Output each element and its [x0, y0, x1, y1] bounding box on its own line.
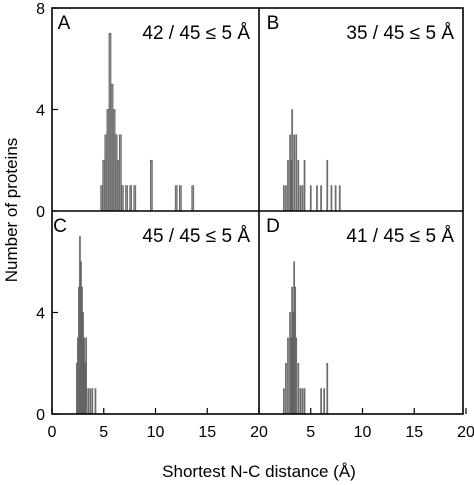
- histogram-bar: [174, 185, 178, 212]
- histogram-bar: [110, 83, 114, 212]
- x-tick-label: 15: [198, 424, 216, 441]
- panel-letter: B: [267, 13, 280, 34]
- histogram-bar: [121, 185, 124, 212]
- panel-annotation: 41 / 45 ≤ 5 Å: [346, 226, 454, 247]
- histogram-bar: [287, 337, 289, 415]
- figure-frame: [51, 7, 464, 415]
- histogram-bar: [283, 185, 285, 212]
- panel-letter: C: [53, 216, 67, 237]
- panel-c: C 45 / 45 ≤ 5 Å 0 4 0 5 10 15 20: [36, 216, 268, 441]
- histogram-bar: [316, 185, 318, 212]
- x-tick-label: 20: [250, 424, 268, 441]
- y-tick-label: 8: [36, 1, 45, 18]
- y-tick-label: 4: [36, 306, 45, 323]
- histogram-bar: [299, 388, 302, 415]
- histogram-bar: [334, 185, 337, 212]
- histogram-bar: [297, 362, 300, 415]
- histogram-bar: [297, 159, 300, 212]
- histogram-bar: [299, 185, 302, 212]
- panel-letter: A: [58, 13, 71, 34]
- histogram-bar: [87, 388, 90, 415]
- y-tick-label: 0: [36, 204, 45, 221]
- histogram-bar: [191, 185, 195, 212]
- histogram-bar: [330, 185, 333, 212]
- histogram-bar: [309, 185, 312, 212]
- histogram-bar: [133, 185, 137, 212]
- histogram-bar: [283, 388, 285, 415]
- panel-letter: D: [266, 216, 280, 237]
- histogram-bar: [326, 159, 329, 212]
- x-tick-label: 10: [354, 424, 372, 441]
- histogram-bar: [320, 185, 322, 212]
- histogram-bar: [301, 185, 304, 212]
- histogram-bar: [301, 388, 304, 415]
- x-tick-label: 5: [306, 424, 315, 441]
- histogram-bar: [112, 109, 116, 212]
- histogram-bar: [303, 388, 306, 415]
- panel-d: D 41 / 45 ≤ 5 Å 5 10 15 20: [266, 216, 474, 441]
- panel-annotation: 42 / 45 ≤ 5 Å: [142, 23, 250, 44]
- histogram-bar: [287, 159, 289, 212]
- histogram-bar: [326, 362, 329, 415]
- histogram-bar: [106, 109, 110, 212]
- histogram-bar: [129, 185, 133, 212]
- histogram-bar: [320, 388, 322, 415]
- histogram-bar: [108, 33, 112, 212]
- x-tick-label: 20: [457, 424, 474, 441]
- histogram-bar: [179, 185, 182, 212]
- panel-annotation: 35 / 45 ≤ 5 Å: [346, 23, 454, 44]
- histogram-bar: [285, 362, 287, 415]
- panel-b: B 35 / 45 ≤ 5 Å: [267, 13, 454, 212]
- histogram-bar: [338, 185, 341, 212]
- panels-layer: A 42 / 45 ≤ 5 Å 0 4 8 B 35 / 45 ≤ 5 Å C 45 / 45 …: [36, 1, 474, 441]
- x-axis-title: Shortest N-C distance (Å): [162, 462, 356, 481]
- histogram-bar: [150, 159, 153, 212]
- histogram-bar: [291, 109, 293, 212]
- histogram-bar: [303, 159, 306, 212]
- histogram-bar: [116, 159, 120, 212]
- histogram-bar: [118, 134, 122, 212]
- y-axis-title: Number of proteins: [2, 138, 21, 283]
- histogram-bar: [94, 388, 97, 415]
- panel-a: A 42 / 45 ≤ 5 Å 0 4 8: [36, 1, 250, 221]
- histogram-bar: [295, 337, 298, 415]
- histogram-bar: [285, 185, 287, 212]
- histogram-bar: [295, 134, 298, 212]
- histogram-bar: [91, 388, 94, 415]
- histogram-bar: [125, 185, 128, 212]
- histogram-bar: [85, 337, 87, 415]
- histogram-bar: [323, 388, 326, 415]
- histogram-bar: [100, 185, 104, 212]
- histogram-bar: [104, 134, 108, 212]
- histogram-bar: [102, 159, 106, 212]
- histogram-bar: [89, 388, 92, 415]
- histogram-bar: [293, 134, 296, 212]
- y-tick-label: 4: [36, 103, 45, 120]
- x-tick-label: 0: [48, 424, 57, 441]
- y-tick-label: 0: [36, 407, 45, 424]
- histogram-bar: [114, 134, 118, 212]
- x-tick-label: 10: [147, 424, 165, 441]
- panel-annotation: 45 / 45 ≤ 5 Å: [142, 226, 250, 247]
- x-tick-label: 5: [99, 424, 108, 441]
- x-tick-label: 15: [405, 424, 423, 441]
